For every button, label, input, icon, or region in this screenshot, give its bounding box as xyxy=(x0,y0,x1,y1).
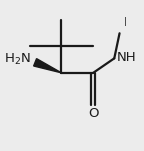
Text: $\mathregular{|}$: $\mathregular{|}$ xyxy=(123,15,127,28)
Text: NH: NH xyxy=(116,51,136,64)
Polygon shape xyxy=(34,59,61,73)
Text: H$_2$N: H$_2$N xyxy=(4,51,31,67)
Text: O: O xyxy=(88,107,98,120)
